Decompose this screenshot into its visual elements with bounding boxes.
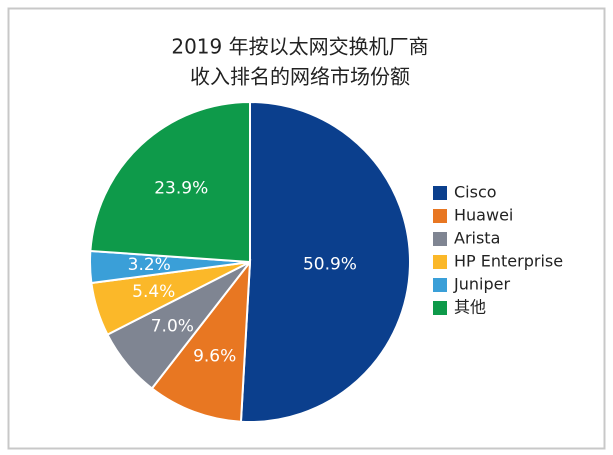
legend-swatch [433, 209, 447, 223]
legend-label: Arista [454, 229, 500, 248]
legend-swatch [433, 232, 447, 246]
pie-slice [239, 100, 412, 423]
data-label: 50.9% [303, 254, 357, 274]
legend-swatch [433, 186, 447, 200]
legend-swatch [433, 278, 447, 292]
legend-label: Juniper [453, 275, 510, 294]
data-label: 3.2% [128, 255, 171, 275]
data-label: 5.4% [132, 282, 175, 302]
data-label: 9.6% [193, 346, 236, 366]
chart-title: 2019 年按以太网交换机厂商 [171, 35, 428, 59]
pie-slice [89, 100, 251, 264]
legend-label: HP Enterprise [454, 252, 563, 271]
legend-label: 其他 [454, 298, 486, 317]
legend-label: Cisco [454, 183, 497, 202]
chart-title: 收入排名的网络市场份额 [190, 65, 410, 89]
legend-swatch [433, 255, 447, 269]
pie-slice [150, 258, 252, 423]
frame [7, 7, 606, 450]
legend-label: Huawei [454, 206, 513, 225]
data-label: 7.0% [151, 316, 194, 336]
legend-swatch [433, 301, 447, 315]
data-label: 23.9% [154, 178, 208, 198]
